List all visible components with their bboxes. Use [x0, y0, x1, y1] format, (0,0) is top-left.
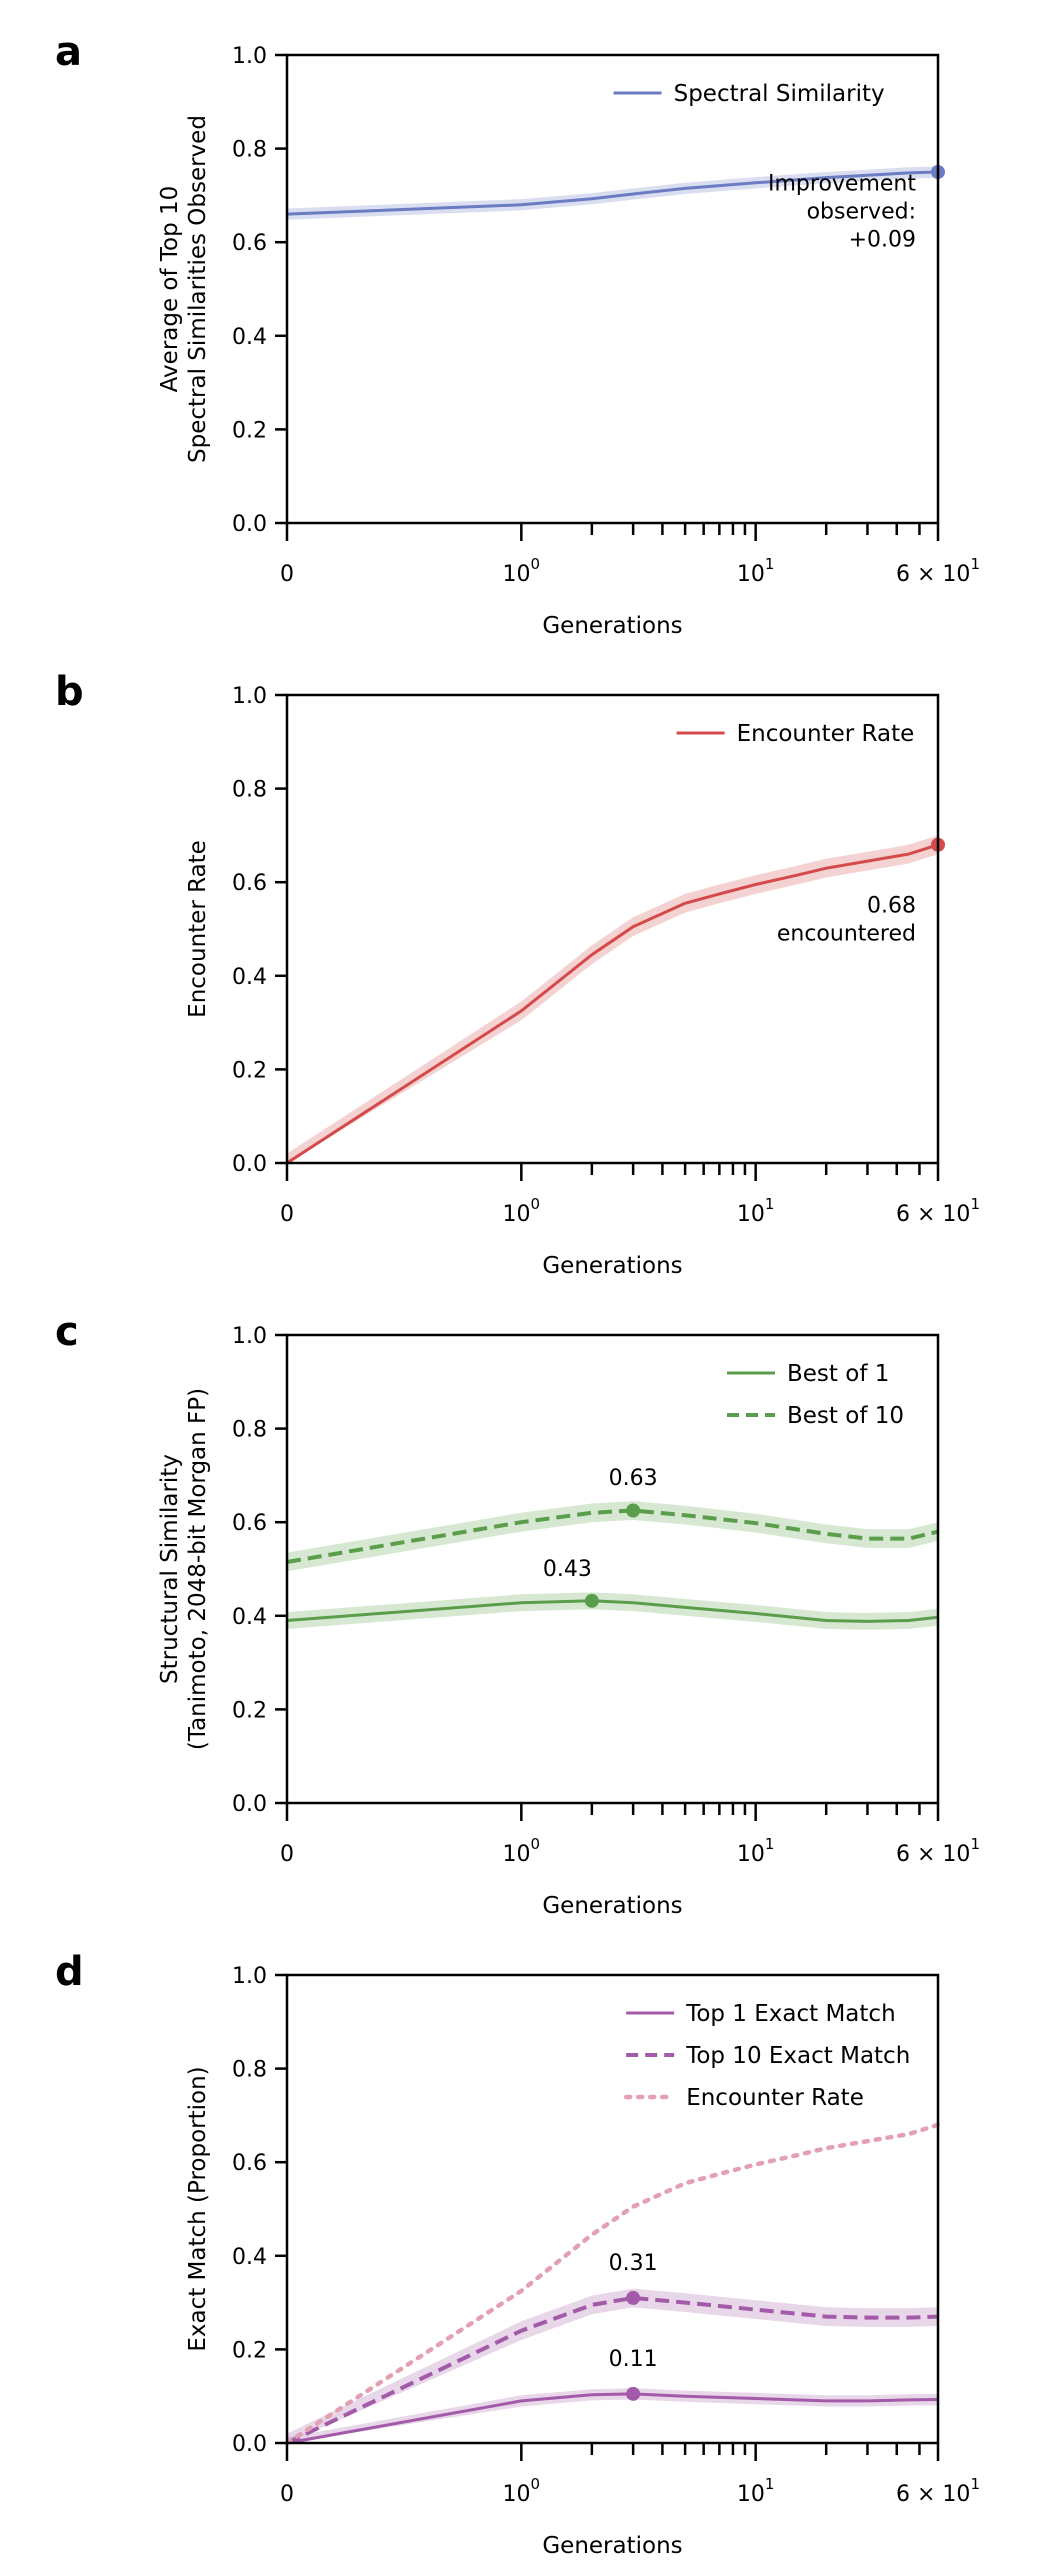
y-tick-label: 0.8	[232, 2058, 267, 2083]
annotation: 0.43	[543, 1557, 592, 1582]
y-tick-label: 0.6	[232, 1511, 267, 1536]
legend-label: Top 1 Exact Match	[685, 2001, 895, 2027]
series-marker-0	[584, 1593, 599, 1608]
annotation: +0.09	[849, 228, 916, 253]
axes-frame	[285, 53, 940, 525]
axes-frame	[285, 1973, 940, 2445]
panel-letter: a	[55, 29, 82, 75]
y-axis-title: (Tanimoto, 2048-bit Morgan FP)	[185, 1388, 211, 1750]
legend-label: Best of 10	[787, 1403, 904, 1429]
y-tick-label: 0.6	[232, 231, 267, 256]
x-tick-label: 6 × 101	[896, 1835, 980, 1867]
annotation: 0.31	[609, 2251, 658, 2276]
axes-frame	[285, 1333, 940, 1805]
confidence-band-0	[287, 2388, 938, 2443]
y-axis-title: Structural Similarity	[157, 1454, 183, 1684]
x-tick-label: 6 × 101	[896, 555, 980, 587]
series-line-0	[286, 2392, 939, 2445]
x-tick-label: 6 × 101	[896, 1195, 980, 1227]
y-tick-label: 0.6	[232, 2151, 267, 2176]
x-tick-label: 100	[503, 2475, 541, 2507]
series-marker-1	[626, 2290, 641, 2305]
x-axis-title: Generations	[542, 613, 682, 639]
y-tick-label: 0.0	[232, 2432, 267, 2457]
series-line-0	[286, 1599, 939, 1623]
legend: Top 1 Exact Match Top 10 Exact Match Encou…	[623, 2001, 910, 2111]
x-tick-label: 0	[280, 1202, 294, 1227]
annotation: 0.68	[867, 894, 916, 919]
x-axis-title: Generations	[542, 1253, 682, 1279]
confidence-band-1	[287, 1501, 938, 1572]
legend-label: Top 10 Exact Match	[685, 2043, 910, 2069]
x-tick-label: 100	[503, 555, 541, 587]
legend-label: Encounter Rate	[737, 721, 915, 747]
legend: Encounter Rate	[676, 721, 915, 747]
y-tick-label: 0.2	[232, 418, 267, 443]
y-tick-label: 1.0	[232, 1964, 267, 1989]
series-line-0	[286, 170, 939, 216]
x-tick-label: 101	[737, 2475, 775, 2507]
x-tick-label: 0	[280, 1842, 294, 1867]
y-axis-title: Exact Match (Proportion)	[185, 2066, 211, 2351]
y-tick-label: 0.8	[232, 778, 267, 803]
x-tick-label: 100	[503, 1835, 541, 1867]
y-axis-title: Encounter Rate	[185, 840, 211, 1018]
x-axis-title: Generations	[542, 1893, 682, 1919]
confidence-band-0	[287, 835, 938, 1163]
annotation: observed:	[807, 200, 916, 225]
y-tick-label: 0.8	[232, 138, 267, 163]
legend-label: Best of 1	[787, 1361, 889, 1387]
panel-a: a 0.0 0.2 0.4 0.6 0.8 1.0 0 100 101 6 × 101 Generat…	[55, 29, 980, 639]
x-tick-label: 101	[737, 555, 775, 587]
y-tick-label: 0.0	[232, 512, 267, 537]
y-tick-label: 1.0	[232, 1324, 267, 1349]
y-tick-label: 0.4	[232, 2245, 267, 2270]
y-tick-label: 0.4	[232, 325, 267, 350]
legend-label: Encounter Rate	[686, 2085, 864, 2111]
y-tick-label: 1.0	[232, 44, 267, 69]
annotation: encountered	[777, 922, 916, 947]
axes-frame	[285, 693, 940, 1165]
annotation: 0.63	[609, 1466, 658, 1491]
legend: Spectral Similarity	[613, 81, 885, 107]
y-tick-label: 0.0	[232, 1152, 267, 1177]
annotation: Improvement	[768, 172, 916, 197]
x-axis-title: Generations	[542, 2533, 682, 2559]
legend: Best of 1 Best of 10	[727, 1361, 904, 1429]
y-tick-label: 0.0	[232, 1792, 267, 1817]
x-tick-label: 0	[280, 2482, 294, 2507]
y-tick-label: 0.8	[232, 1418, 267, 1443]
y-tick-label: 0.4	[232, 1605, 267, 1630]
y-tick-label: 0.2	[232, 2338, 267, 2363]
y-tick-label: 0.4	[232, 965, 267, 990]
panel-c: c 0.0 0.2 0.4 0.6 0.8 1.0 0 100 101 6 × 101 Generat…	[55, 1309, 980, 1919]
panel-letter: c	[55, 1309, 79, 1355]
y-tick-label: 0.2	[232, 1698, 267, 1723]
x-tick-label: 0	[280, 562, 294, 587]
annotation: 0.11	[609, 2347, 658, 2372]
series-marker-1	[626, 1503, 641, 1518]
y-tick-label: 0.6	[232, 871, 267, 896]
y-tick-label: 0.2	[232, 1058, 267, 1083]
panel-d: d 0.0 0.2 0.4 0.6 0.8 1.0 0 100 101 6 × 101 Generat…	[55, 1949, 980, 2559]
y-axis-title: Spectral Similarities Observed	[185, 115, 211, 463]
x-tick-label: 100	[503, 1195, 541, 1227]
panel-letter: d	[55, 1949, 84, 1995]
panel-b: b 0.0 0.2 0.4 0.6 0.8 1.0 0 100 101 6 × 101 Generat…	[55, 669, 980, 1279]
series-line-2	[284, 2122, 941, 2446]
confidence-band-0	[287, 1592, 938, 1630]
x-tick-label: 101	[737, 1835, 775, 1867]
series-line-1	[286, 1508, 939, 1564]
legend-label: Spectral Similarity	[674, 81, 885, 107]
series-line-1	[286, 2295, 939, 2445]
x-tick-label: 101	[737, 1195, 775, 1227]
x-tick-label: 6 × 101	[896, 2475, 980, 2507]
panel-letter: b	[55, 669, 84, 715]
series-line-0	[286, 843, 939, 1165]
series-marker-0	[626, 2386, 641, 2401]
y-axis-title: Average of Top 10	[157, 186, 183, 393]
y-tick-label: 1.0	[232, 684, 267, 709]
